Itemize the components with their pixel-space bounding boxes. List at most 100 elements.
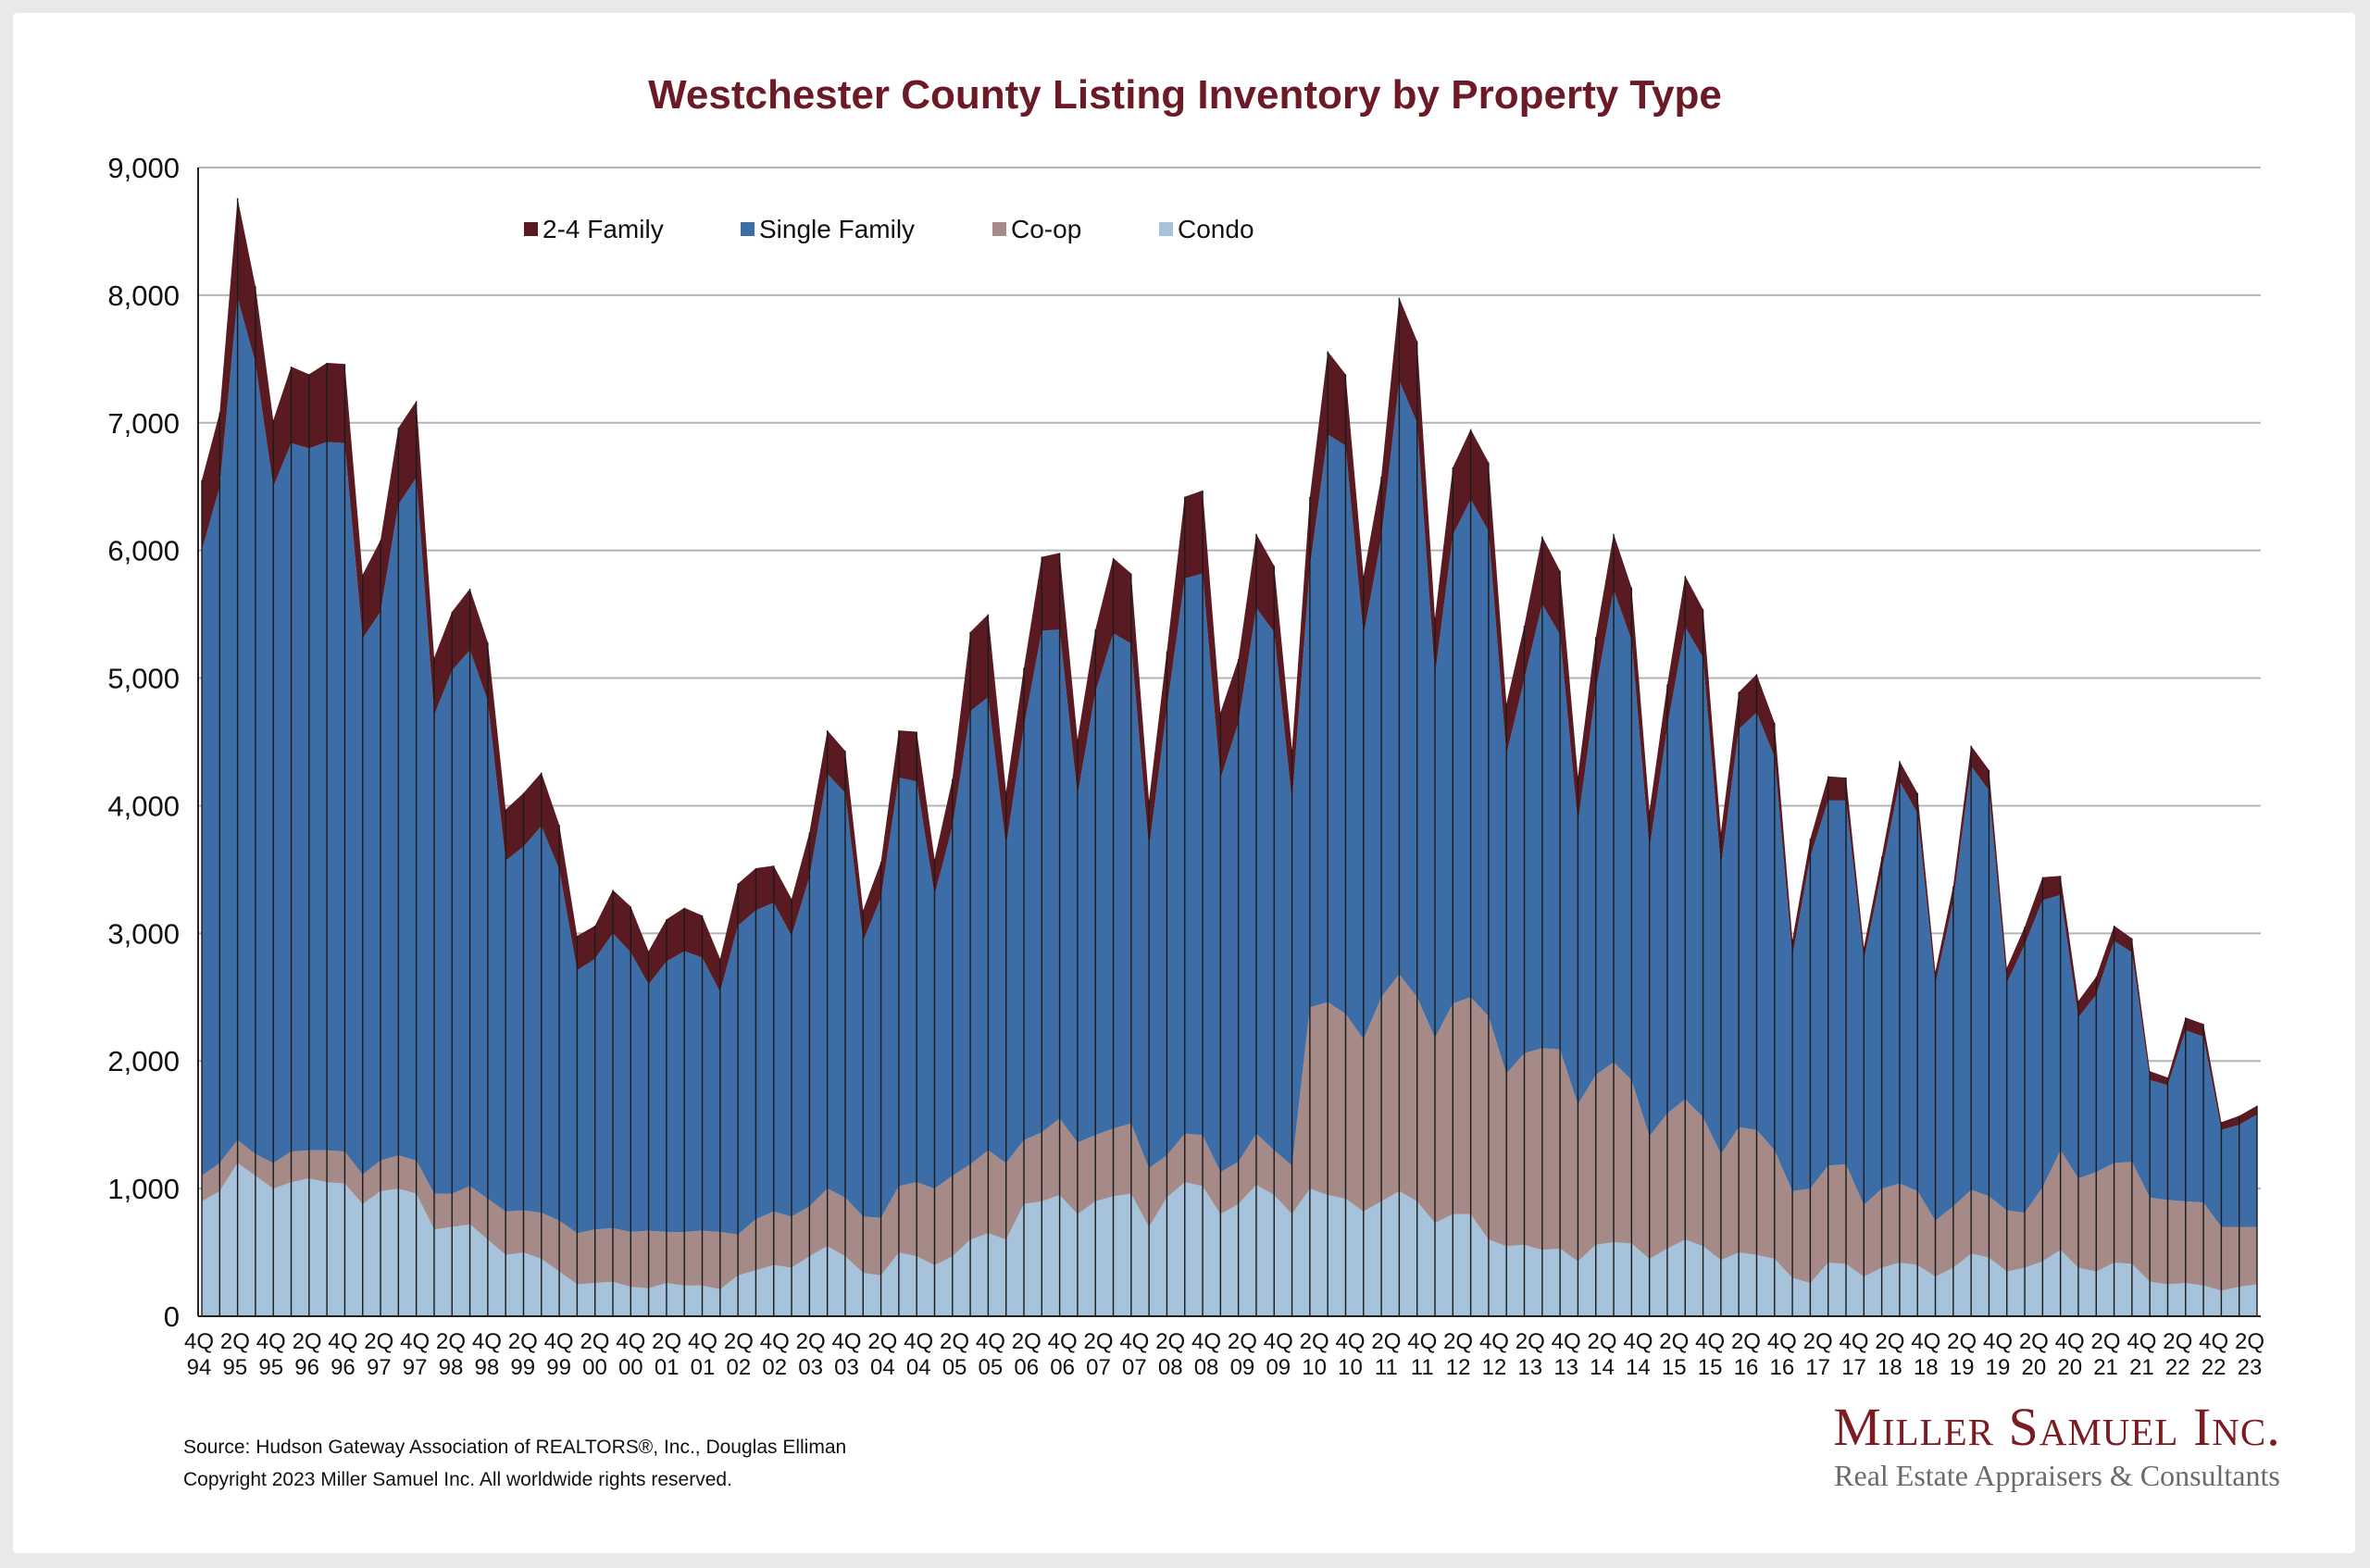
x-tick-label-year: 17 [1805, 1355, 1830, 1380]
y-tick-label: 1,000 [107, 1173, 180, 1205]
x-tick-label-year: 01 [691, 1355, 716, 1380]
legend-label-single-family: Single Family [759, 215, 915, 243]
legend-label-2-4-family: 2-4 Family [543, 215, 664, 243]
x-tick-label-quarter: 4Q [2127, 1329, 2156, 1354]
x-tick-label-quarter: 2Q [293, 1329, 322, 1354]
x-tick-label-year: 95 [258, 1355, 283, 1380]
x-tick-label-year: 96 [294, 1355, 319, 1380]
x-tick-label-quarter: 2Q [2091, 1329, 2121, 1354]
x-tick-label-year: 01 [655, 1355, 680, 1380]
legend-swatch-condo [1159, 222, 1173, 236]
x-tick-label-year: 97 [367, 1355, 392, 1380]
x-tick-label-quarter: 4Q [616, 1329, 645, 1354]
legend-label-co-op: Co-op [1011, 215, 1081, 243]
x-tick-label-quarter: 2Q [364, 1329, 393, 1354]
series-area-co-op [202, 974, 2257, 1291]
x-tick-label-year: 15 [1662, 1355, 1687, 1380]
x-tick-label-year: 98 [439, 1355, 464, 1380]
x-tick-label-quarter: 2Q [1516, 1329, 1545, 1354]
y-tick-label: 7,000 [107, 407, 180, 440]
x-tick-label-year: 13 [1517, 1355, 1542, 1380]
copyright-note: Copyright 2023 Miller Samuel Inc. All wo… [183, 1469, 732, 1490]
x-tick-label-quarter: 4Q [2199, 1329, 2228, 1354]
x-tick-label-quarter: 2Q [2163, 1329, 2192, 1354]
x-tick-label-year: 17 [1841, 1355, 1866, 1380]
x-tick-label-quarter: 2Q [436, 1329, 466, 1354]
x-tick-label-year: 94 [187, 1355, 212, 1380]
x-tick-label-year: 04 [870, 1355, 895, 1380]
x-tick-label-year: 97 [403, 1355, 428, 1380]
y-tick-label: 0 [164, 1300, 180, 1333]
x-tick-label-quarter: 2Q [1659, 1329, 1689, 1354]
x-tick-label-year: 07 [1086, 1355, 1111, 1380]
x-tick-label-quarter: 4Q [400, 1329, 430, 1354]
series-area-condo [202, 1163, 2257, 1316]
x-tick-label-year: 10 [1302, 1355, 1327, 1380]
x-tick-label-quarter: 4Q [1911, 1329, 1940, 1354]
x-tick-label-year: 13 [1553, 1355, 1578, 1380]
x-tick-label-quarter: 2Q [1300, 1329, 1329, 1354]
legend-swatch-2-4-family [524, 222, 538, 236]
y-tick-label: 4,000 [107, 790, 180, 822]
x-tick-label-year: 19 [1950, 1355, 1975, 1380]
x-tick-label-quarter: 2Q [1731, 1329, 1761, 1354]
x-tick-label-quarter: 4Q [1191, 1329, 1221, 1354]
x-tick-label-year: 18 [1914, 1355, 1939, 1380]
x-tick-label-year: 08 [1158, 1355, 1183, 1380]
x-tick-label-quarter: 4Q [904, 1329, 933, 1354]
x-tick-label-quarter: 4Q [2055, 1329, 2085, 1354]
x-tick-label-quarter: 2Q [796, 1329, 826, 1354]
x-tick-label-quarter: 4Q [472, 1329, 502, 1354]
x-tick-label-year: 96 [331, 1355, 356, 1380]
y-tick-label: 8,000 [107, 280, 180, 312]
y-tick-label: 5,000 [107, 663, 180, 695]
x-tick-label-quarter: 4Q [1407, 1329, 1437, 1354]
x-tick-label-year: 08 [1194, 1355, 1219, 1380]
y-tick-label: 2,000 [107, 1045, 180, 1077]
x-tick-label-quarter: 2Q [867, 1329, 897, 1354]
x-tick-label-quarter: 4Q [184, 1329, 214, 1354]
x-tick-label-quarter: 2Q [508, 1329, 538, 1354]
series-area-single-family [202, 297, 2257, 1235]
company-logo: Miller Samuel Inc. Real Estate Appraiser… [1816, 1398, 2298, 1494]
source-note: Source: Hudson Gateway Association of RE… [183, 1437, 847, 1458]
x-tick-label-year: 16 [1734, 1355, 1759, 1380]
x-tick-label-quarter: 4Q [760, 1329, 790, 1354]
x-tick-label-quarter: 2Q [1083, 1329, 1113, 1354]
x-tick-label-quarter: 2Q [580, 1329, 609, 1354]
x-tick-label-quarter: 4Q [1695, 1329, 1725, 1354]
logo-tagline: Real Estate Appraisers & Consultants [1834, 1459, 2280, 1492]
legend-swatch-single-family [741, 222, 755, 236]
x-tick-label-quarter: 2Q [652, 1329, 681, 1354]
x-tick-label-year: 02 [727, 1355, 752, 1380]
chart-title: Westchester County Listing Inventory by … [648, 72, 1722, 118]
x-tick-label-year: 99 [546, 1355, 571, 1380]
x-tick-label-year: 21 [2093, 1355, 2118, 1380]
x-tick-label-year: 11 [1411, 1355, 1434, 1380]
x-tick-label-year: 14 [1590, 1355, 1615, 1380]
x-tick-label-year: 02 [762, 1355, 787, 1380]
x-tick-label-quarter: 2Q [220, 1329, 250, 1354]
x-tick-label-year: 05 [979, 1355, 1004, 1380]
x-tick-label-year: 15 [1698, 1355, 1723, 1380]
x-tick-label-year: 04 [906, 1355, 931, 1380]
x-tick-label-quarter: 4Q [1048, 1329, 1078, 1354]
y-tick-label: 6,000 [107, 535, 180, 567]
x-tick-label-year: 09 [1266, 1355, 1291, 1380]
x-tick-label-year: 20 [2057, 1355, 2082, 1380]
x-tick-label-quarter: 4Q [831, 1329, 861, 1354]
x-tick-label-quarter: 2Q [724, 1329, 754, 1354]
legend-label-condo: Condo [1178, 215, 1254, 243]
x-tick-label-quarter: 4Q [1479, 1329, 1509, 1354]
x-tick-label-year: 03 [834, 1355, 859, 1380]
x-tick-label-year: 22 [2202, 1355, 2227, 1380]
x-tick-label-year: 23 [2238, 1355, 2263, 1380]
x-tick-label-quarter: 4Q [544, 1329, 574, 1354]
x-tick-label-year: 12 [1482, 1355, 1507, 1380]
x-tick-label-quarter: 2Q [2019, 1329, 2049, 1354]
x-tick-label-quarter: 4Q [1336, 1329, 1366, 1354]
x-tick-label-quarter: 4Q [1552, 1329, 1581, 1354]
x-tick-label-year: 21 [2129, 1355, 2154, 1380]
x-tick-label-year: 16 [1769, 1355, 1794, 1380]
